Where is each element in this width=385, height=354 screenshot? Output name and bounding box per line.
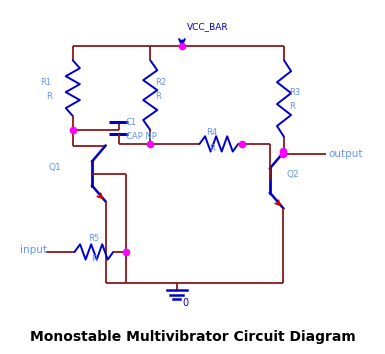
Text: R: R	[156, 92, 161, 101]
Text: R4: R4	[206, 128, 218, 137]
Text: R1: R1	[40, 78, 52, 87]
Text: input: input	[20, 245, 47, 255]
Text: R: R	[289, 102, 295, 111]
Text: Q2: Q2	[287, 170, 300, 179]
Text: R: R	[46, 92, 52, 101]
Text: R3: R3	[289, 88, 301, 97]
Text: Q1: Q1	[48, 163, 61, 172]
Text: C1: C1	[126, 118, 137, 127]
Text: R: R	[209, 144, 215, 153]
Text: 0: 0	[182, 298, 188, 308]
Text: R2: R2	[156, 78, 167, 87]
Text: R: R	[91, 255, 97, 264]
Text: R5: R5	[89, 234, 99, 244]
Text: CAP NP: CAP NP	[126, 132, 156, 141]
Text: VCC_BAR: VCC_BAR	[187, 22, 229, 31]
Text: Monostable Multivibrator Circuit Diagram: Monostable Multivibrator Circuit Diagram	[30, 330, 355, 344]
Text: output: output	[328, 149, 363, 159]
